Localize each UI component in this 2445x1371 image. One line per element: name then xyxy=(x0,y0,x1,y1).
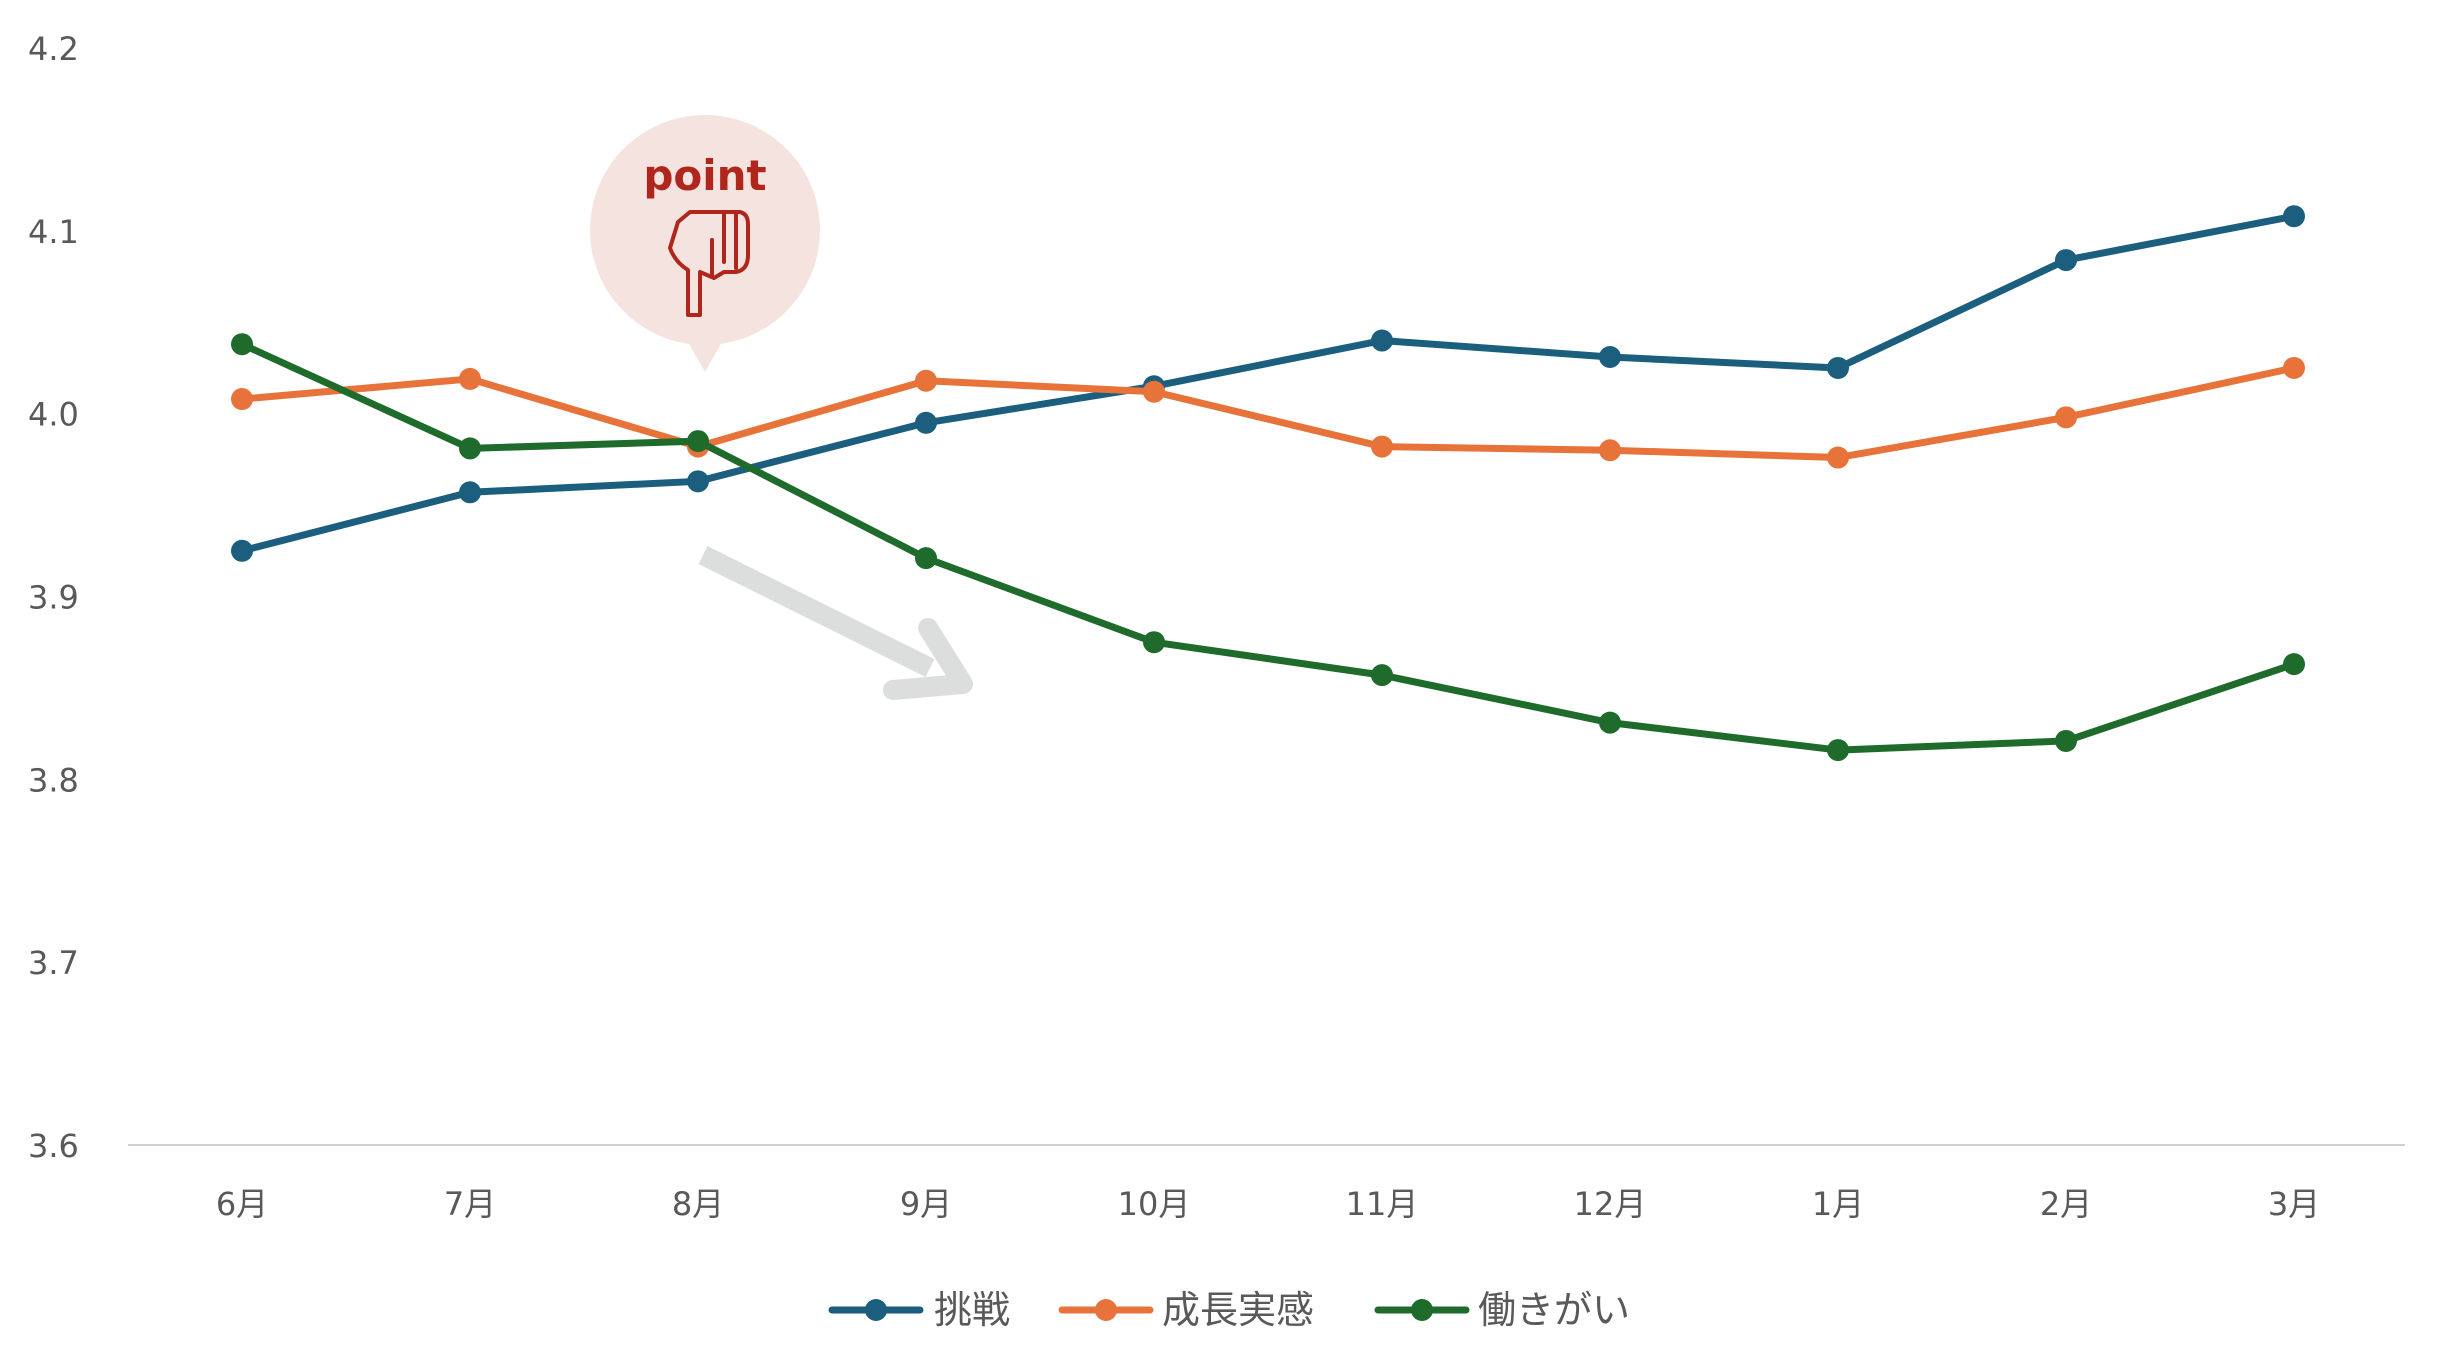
y-tick-label: 3.9 xyxy=(28,579,79,617)
data-point xyxy=(2283,356,2305,379)
point-callout: point xyxy=(590,115,820,372)
pointing-hand-icon xyxy=(668,210,750,317)
series-0 xyxy=(231,205,2305,562)
x-tick-label: 7月 xyxy=(444,1185,496,1223)
data-point xyxy=(1827,356,1849,379)
x-tick-label: 10月 xyxy=(1118,1185,1191,1223)
series-1 xyxy=(231,356,2305,469)
data-point xyxy=(1143,631,1165,654)
callout-bubble xyxy=(590,115,820,345)
y-tick-label: 4.0 xyxy=(28,396,79,434)
data-point xyxy=(2283,653,2305,676)
data-point xyxy=(231,388,253,411)
series-line xyxy=(238,364,2298,462)
x-tick-label: 8月 xyxy=(672,1185,724,1223)
callout-label: point xyxy=(643,151,766,200)
data-point xyxy=(1599,439,1621,462)
legend: 挑戦 成長実感 働きがい xyxy=(828,1288,1630,1332)
legend-item: 働きがい xyxy=(1374,1288,1630,1332)
data-point xyxy=(2055,249,2077,272)
legend-swatch-marker xyxy=(1095,1299,1117,1321)
data-point xyxy=(2055,729,2077,752)
data-point xyxy=(1827,446,1849,469)
x-tick-label: 1月 xyxy=(1812,1185,1864,1223)
y-tick-label: 3.6 xyxy=(28,1127,79,1165)
data-point xyxy=(2283,205,2305,228)
legend-label: 挑戦 xyxy=(934,1288,1010,1332)
data-point xyxy=(915,411,937,434)
y-tick-label: 4.2 xyxy=(28,30,79,68)
legend-label: 働きがい xyxy=(1478,1288,1630,1332)
data-point xyxy=(915,369,937,392)
series-line xyxy=(238,212,2298,555)
data-point xyxy=(459,437,481,460)
data-point xyxy=(1827,739,1849,762)
legend-label: 成長実感 xyxy=(1162,1288,1314,1332)
x-tick-label: 3月 xyxy=(2268,1185,2320,1223)
data-point xyxy=(2055,406,2077,429)
y-tick-label: 4.1 xyxy=(28,213,79,251)
data-point xyxy=(687,470,709,493)
trend-arrow xyxy=(698,546,973,700)
x-tick-label: 9月 xyxy=(900,1185,952,1223)
data-point xyxy=(687,430,709,453)
data-point xyxy=(1599,711,1621,734)
x-tick-label: 2月 xyxy=(2040,1185,2092,1223)
y-tick-label: 3.7 xyxy=(28,944,79,982)
callout-tail xyxy=(684,335,726,372)
legend-item: 成長実感 xyxy=(1058,1288,1314,1332)
data-point xyxy=(459,367,481,390)
legend-swatch-marker xyxy=(1411,1299,1433,1321)
data-point xyxy=(1371,664,1393,687)
data-point xyxy=(915,547,937,570)
data-point xyxy=(231,539,253,562)
axes: 3.6 3.7 3.8 3.9 4.0 4.1 4.2 6月 7月 8月 9月 10月 11月 12月 1月… xyxy=(28,30,2405,1223)
data-point xyxy=(459,481,481,504)
data-point xyxy=(1143,380,1165,403)
x-tick-label: 12月 xyxy=(1574,1185,1647,1223)
y-tick-label: 3.8 xyxy=(28,761,79,799)
series-2 xyxy=(231,333,2305,762)
x-tick-label: 6月 xyxy=(216,1185,268,1223)
legend-item: 挑戦 xyxy=(828,1288,1010,1332)
data-point xyxy=(1599,345,1621,368)
data-point xyxy=(231,333,253,356)
data-point xyxy=(1371,329,1393,352)
series-layer xyxy=(231,205,2305,762)
data-point xyxy=(1371,435,1393,458)
series-line xyxy=(238,340,2298,754)
legend-swatch-marker xyxy=(865,1299,887,1321)
x-tick-label: 11月 xyxy=(1346,1185,1419,1223)
